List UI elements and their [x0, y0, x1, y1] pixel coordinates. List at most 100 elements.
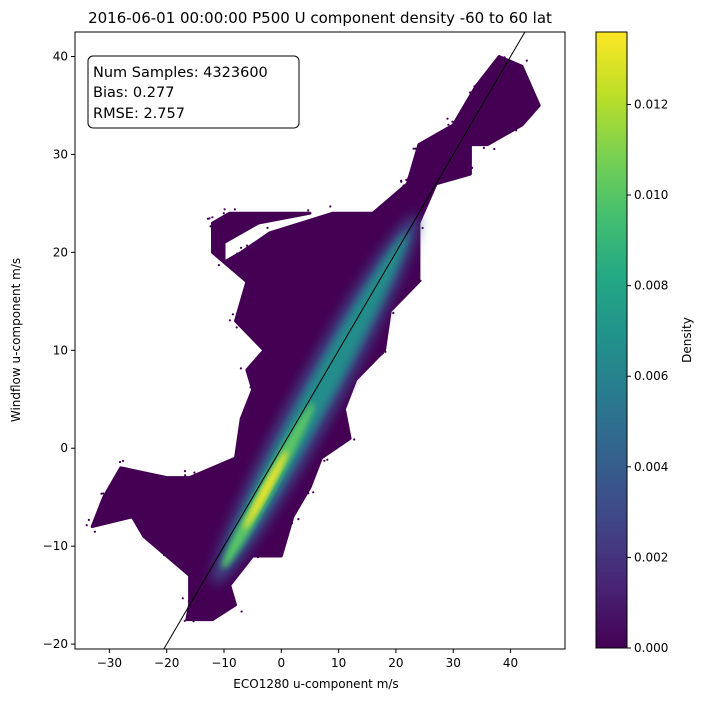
outlier-point	[473, 85, 476, 88]
outlier-point	[381, 342, 384, 345]
outlier-point	[280, 548, 283, 551]
outlier-point	[405, 178, 408, 181]
outlier-point	[400, 180, 403, 183]
outlier-point	[100, 492, 103, 495]
identity-line	[163, 32, 526, 649]
y-tick-label: 40	[53, 49, 68, 63]
density-peak	[243, 450, 288, 530]
colorbar-ticks: 0.000 0.002 0.004 0.006 0.008 0.010 0.012	[627, 97, 668, 655]
outlier-point	[496, 59, 499, 62]
outlier-point	[167, 552, 170, 555]
outlier-point	[482, 146, 485, 149]
colorbar-tick-label: 0.004	[634, 460, 668, 474]
outlier-point	[85, 524, 88, 527]
outlier-point	[302, 489, 305, 492]
outlier-point	[184, 474, 187, 477]
outlier-point	[245, 418, 249, 421]
stats-box	[87, 55, 300, 129]
outlier-point	[392, 304, 395, 308]
outlier-point	[388, 310, 391, 313]
outlier-point	[290, 520, 293, 523]
x-tick-label: 10	[331, 656, 346, 670]
outlier-point	[288, 515, 291, 518]
outlier-point	[289, 510, 292, 513]
outlier-point	[192, 620, 195, 623]
outlier-point	[263, 349, 266, 352]
outlier-point	[194, 579, 197, 582]
outlier-point	[407, 177, 410, 180]
outlier-point	[451, 120, 454, 123]
outlier-point	[108, 494, 111, 497]
outlier-point	[421, 226, 424, 230]
outlier-point	[190, 608, 193, 611]
outlier-point	[221, 245, 224, 248]
outlier-point	[414, 147, 417, 150]
outlier-point	[392, 311, 395, 315]
chart-title: 2016-06-01 00:00:00 P500 U component den…	[88, 9, 552, 27]
outlier-point	[315, 454, 318, 457]
outlier-point	[240, 610, 243, 613]
outlier-point	[249, 274, 252, 277]
outlier-point	[251, 368, 254, 371]
outlier-point	[412, 147, 415, 150]
outlier-point	[254, 384, 257, 387]
outlier-point	[304, 479, 307, 482]
x-tick-label: 20	[388, 656, 403, 670]
outlier-point	[183, 470, 187, 473]
outlier-point	[280, 551, 283, 554]
outlier-point	[385, 316, 388, 319]
outlier-point	[419, 279, 422, 282]
x-tick-label: 0	[277, 656, 285, 670]
outlier-point	[225, 584, 228, 587]
outlier-point	[470, 144, 473, 147]
y-tick-label: 10	[53, 343, 68, 357]
outlier-point	[452, 129, 455, 132]
x-tick-label: 40	[503, 656, 518, 670]
outlier-point	[257, 551, 260, 554]
outlier-point	[183, 619, 186, 622]
outlier-point	[214, 244, 217, 247]
outlier-point	[146, 534, 150, 537]
outlier-point	[189, 617, 192, 620]
outlier-point	[163, 554, 166, 557]
outlier-point	[381, 351, 385, 354]
outlier-point	[192, 580, 195, 583]
outlier-point	[307, 209, 310, 212]
y-tick-label: −20	[43, 637, 68, 651]
outlier-point	[525, 59, 528, 62]
outlier-point	[380, 353, 383, 356]
outlier-point	[533, 106, 536, 109]
outlier-point	[212, 615, 215, 618]
colorbar-tick-label: 0.010	[634, 188, 668, 202]
outlier-point	[465, 173, 468, 176]
y-tick-label: 30	[53, 147, 68, 161]
outlier-point	[493, 147, 496, 151]
outlier-point	[235, 326, 238, 329]
outlier-point	[233, 208, 236, 211]
outlier-point	[500, 57, 503, 60]
outlier-point	[248, 553, 251, 557]
plot-frame	[74, 31, 566, 650]
point-cloud-region	[90, 55, 541, 622]
outlier-point	[471, 166, 474, 169]
outlier-point	[458, 129, 461, 132]
outlier-point	[260, 355, 263, 358]
outlier-point	[211, 216, 214, 219]
outlier-point	[245, 244, 249, 247]
outlier-point	[380, 347, 383, 350]
outlier-point	[498, 58, 501, 61]
colorbar-tick-label: 0.000	[634, 641, 668, 655]
x-axis: −30 −20 −10 0 10 20 30 40	[97, 649, 518, 670]
outlier-point	[290, 522, 294, 525]
outlier-point	[405, 183, 408, 186]
x-tick-label: −30	[97, 656, 122, 670]
outlier-point	[217, 227, 221, 230]
outlier-point	[93, 530, 96, 533]
outlier-point	[231, 313, 234, 316]
outlier-point	[469, 91, 472, 94]
x-axis-label: ECO1280 u-component m/s	[233, 677, 398, 691]
outlier-point	[185, 617, 188, 621]
outlier-point	[332, 218, 335, 221]
colorbar-tick-label: 0.008	[634, 279, 668, 293]
